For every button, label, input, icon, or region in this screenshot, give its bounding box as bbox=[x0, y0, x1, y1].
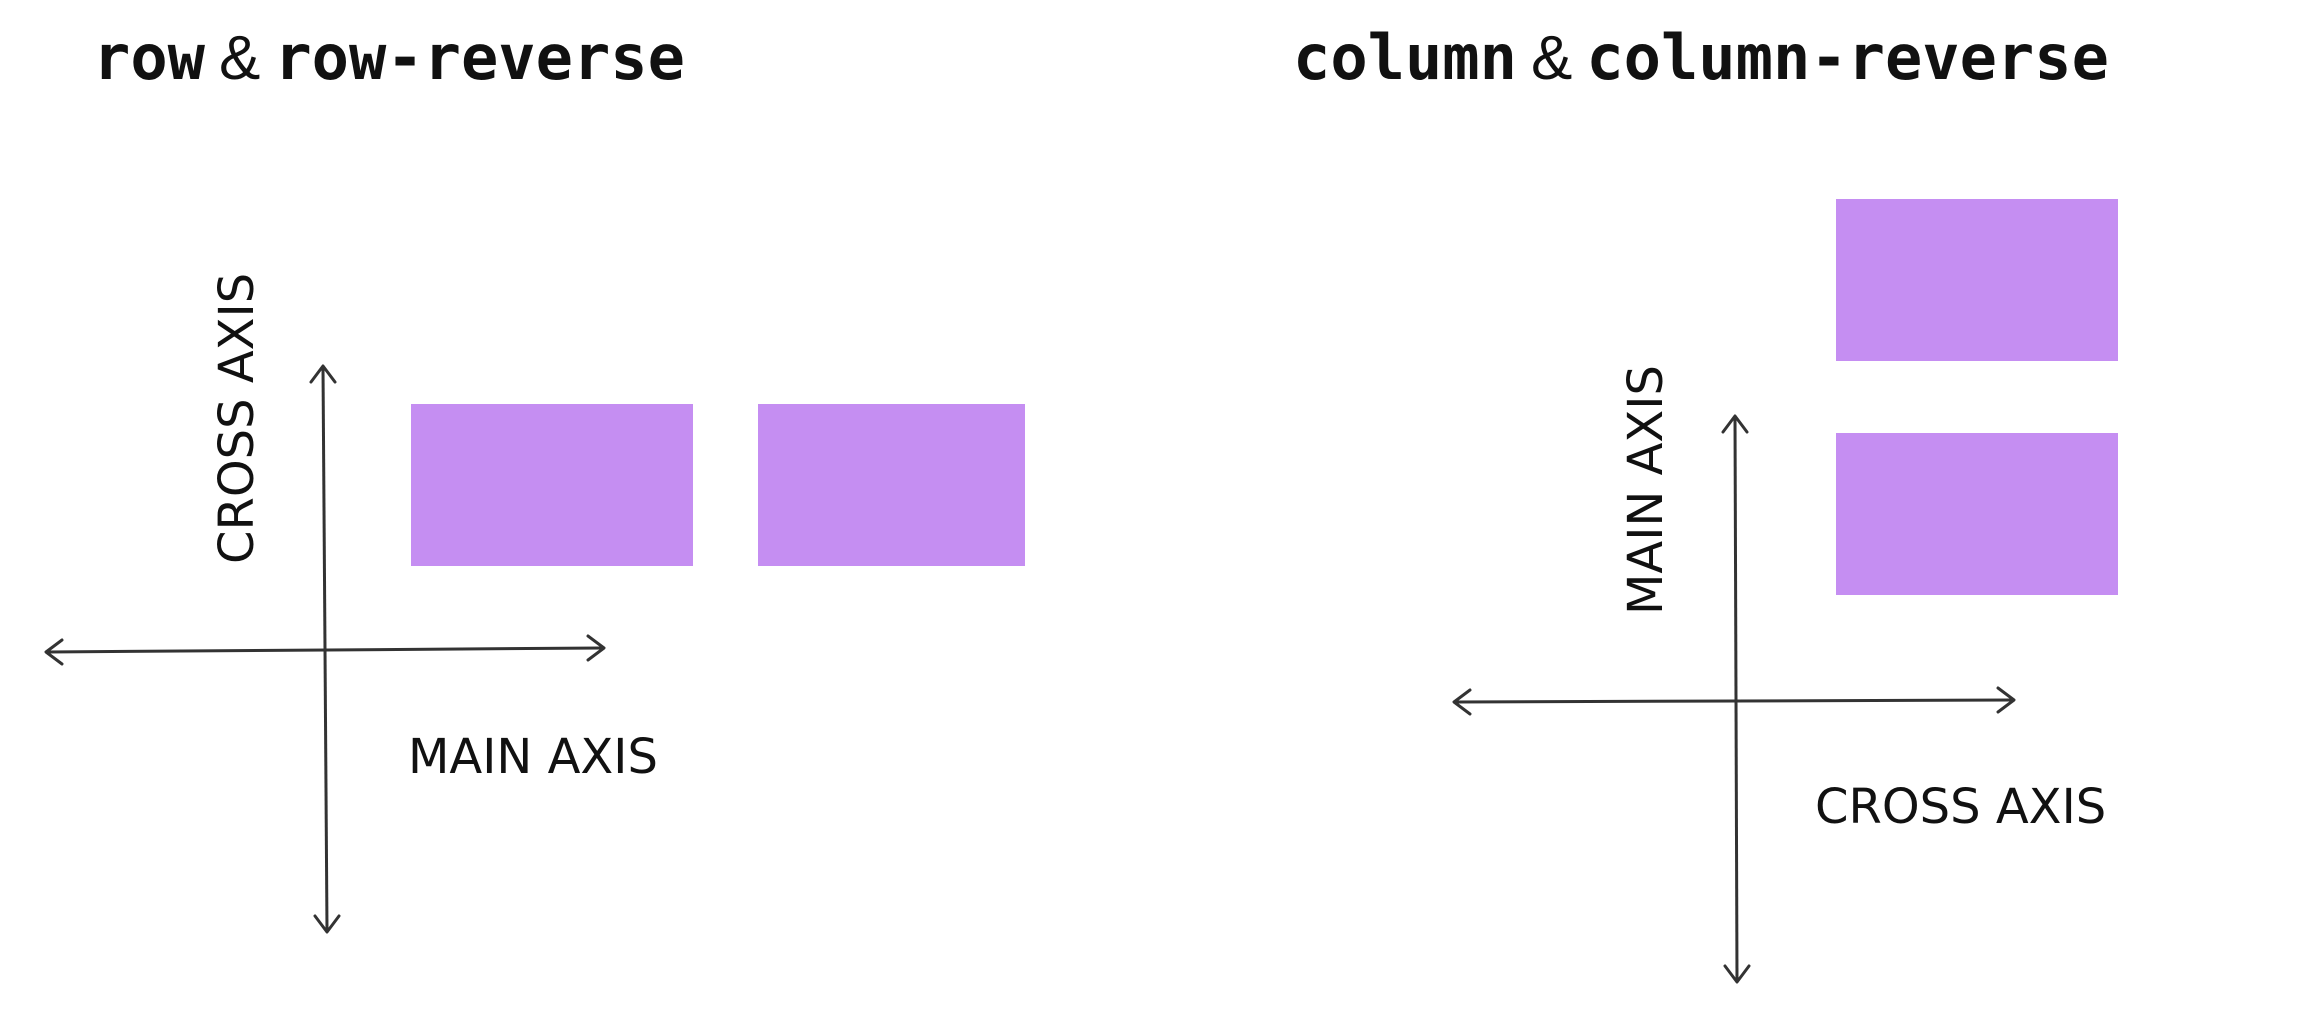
column-vertical-axis bbox=[1721, 414, 1751, 984]
title-ampersand: & bbox=[218, 24, 261, 93]
arrow-up-icon bbox=[1721, 414, 1749, 434]
column-vertical-axis-line bbox=[1733, 417, 1739, 981]
title-ampersand: & bbox=[1530, 24, 1573, 93]
column-horizontal-axis-line bbox=[1455, 698, 2013, 704]
column-keyword: column bbox=[1293, 21, 1517, 94]
row-panel-title: row & row-reverse bbox=[93, 18, 685, 99]
arrow-left-icon bbox=[44, 638, 64, 666]
column-horizontal-axis-label: CROSS AXIS bbox=[1815, 779, 2106, 835]
row-vertical-axis bbox=[309, 364, 341, 934]
row-horizontal-axis-label: MAIN AXIS bbox=[408, 729, 658, 785]
flex-item-1 bbox=[1836, 199, 2118, 361]
arrow-left-icon bbox=[1452, 688, 1472, 716]
flex-item-1 bbox=[411, 404, 693, 566]
arrow-up-icon bbox=[309, 364, 337, 384]
flex-item-2 bbox=[1836, 433, 2118, 595]
column-panel: CROSS AXIS MAIN AXIS bbox=[1452, 199, 2118, 984]
arrow-right-icon bbox=[1996, 686, 2016, 714]
column-panel-title: column & column-reverse bbox=[1293, 18, 2109, 99]
row-panel: MAIN AXIS CROSS AXIS bbox=[44, 273, 1025, 934]
row-keyword: row bbox=[93, 21, 205, 94]
flex-item-2 bbox=[758, 404, 1025, 566]
row-vertical-axis-line bbox=[321, 367, 329, 931]
column-reverse-keyword: column-reverse bbox=[1586, 21, 2109, 94]
arrow-right-icon bbox=[586, 634, 606, 662]
row-vertical-axis-label: CROSS AXIS bbox=[209, 273, 265, 564]
row-reverse-keyword: row-reverse bbox=[274, 21, 685, 94]
column-vertical-axis-label: MAIN AXIS bbox=[1618, 365, 1674, 615]
arrow-down-icon bbox=[313, 914, 341, 934]
arrow-down-icon bbox=[1723, 964, 1751, 984]
column-horizontal-axis bbox=[1452, 686, 2016, 716]
